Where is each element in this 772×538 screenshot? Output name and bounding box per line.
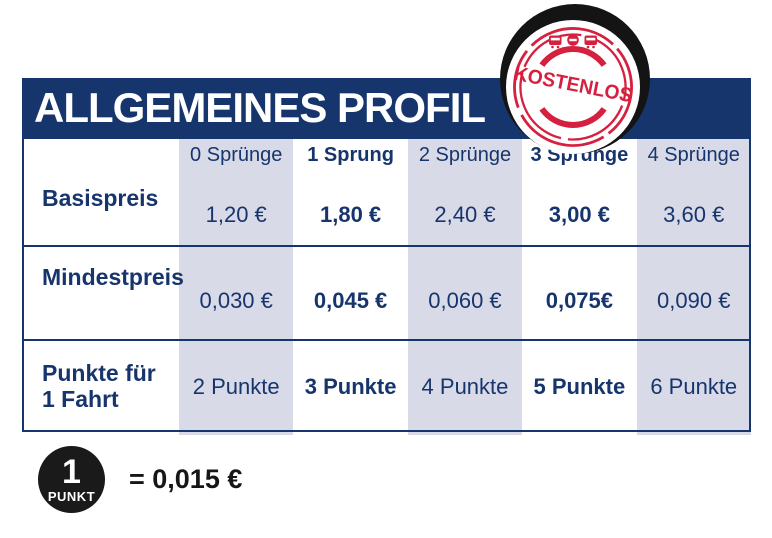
table-row-basispreis: Basispreis 0 Sprünge 1,20 € 1 Sprung 1,8… (22, 137, 751, 245)
table-value: 3 Punkte (304, 373, 397, 399)
row-label-punkte: Punkte für 1 Fahrt (42, 359, 156, 412)
table-value: 0,090 € (657, 288, 731, 313)
points-badge: 1 PUNKT (38, 446, 105, 513)
column-header-2-spruenge: 2 Sprünge (418, 144, 512, 166)
column-stripe (636, 137, 751, 435)
table-value: 0,060 € (428, 288, 502, 313)
table-row-punkte: Punkte für 1 Fahrt 2 Punkte 3 Punkte 4 P… (22, 339, 751, 432)
table-value: 0,045 € (313, 288, 388, 313)
profile-panel: ALLGEMEINES PROFIL Basispreis 0 Sprünge … (22, 78, 751, 435)
table-value: 0,030 € (199, 288, 273, 313)
table-value: 2,40 € (434, 202, 496, 227)
row-label-mindestpreis: Mindestpreis (42, 264, 184, 291)
page-title: ALLGEMEINES PROFIL (34, 83, 486, 131)
column-stripe (407, 137, 523, 435)
tram-icon (584, 35, 597, 49)
table-value: 2 Punkte (192, 373, 280, 399)
stamp-circle (506, 20, 640, 154)
points-badge-label: PUNKT (47, 488, 96, 504)
pricing-table: Basispreis 0 Sprünge 1,20 € 1 Sprung 1,8… (22, 137, 751, 435)
table-value: 5 Punkte (533, 373, 626, 399)
table-value: 3,60 € (663, 202, 725, 227)
row-label-basispreis: Basispreis (42, 185, 159, 212)
stamp-outer-ring (513, 27, 633, 147)
sbahn-icon (567, 34, 579, 46)
table-row-mindestpreis: Mindestpreis 0,030 € 0,045 € 0,060 € 0,0… (22, 245, 751, 339)
points-legend: 1 PUNKT = 0,015 € (38, 446, 242, 513)
points-badge-value: 1 (62, 453, 81, 492)
stamp-top-arc (539, 46, 607, 68)
table-value: 6 Punkte (650, 373, 738, 399)
table-value: 0,075€ (545, 288, 614, 313)
bus-icon (549, 35, 562, 49)
column-header-0-spruenge: 0 Sprünge (190, 144, 283, 166)
stamp-bottom-arc (539, 106, 607, 128)
table-value: 1,80 € (320, 202, 382, 227)
column-header-1-sprung: 1 Sprung (307, 144, 394, 166)
column-stripe (179, 137, 294, 435)
stamp-graphic: KOSTENLOS (500, 4, 650, 154)
column-header-4-spruenge: 4 Sprünge (647, 144, 740, 166)
table-value: 4 Punkte (421, 373, 509, 399)
table-value: 3,00 € (548, 202, 610, 227)
table-value: 1,20 € (205, 202, 267, 227)
point-value-equation: = 0,015 € (129, 464, 243, 494)
stamp-inner-ring (519, 33, 627, 141)
kostenlos-stamp: KOSTENLOS (489, 3, 659, 173)
